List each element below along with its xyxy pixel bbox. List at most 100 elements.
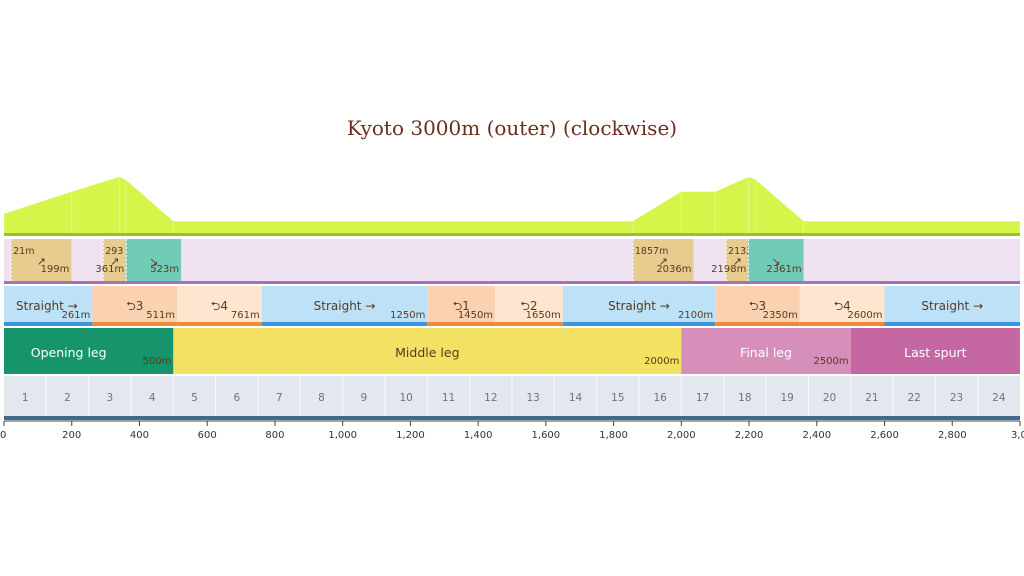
furlong-number: 9 (360, 392, 367, 404)
furlong-number: 8 (318, 392, 325, 404)
straight-label: Straight → (314, 299, 376, 313)
furlong-number: 5 (191, 392, 198, 404)
corner-section (427, 286, 496, 326)
race-phase-label: Middle leg (395, 345, 459, 360)
uphill-arrow-icon: ↗ (37, 255, 46, 268)
slope-end-label: 199m (41, 264, 70, 275)
axis-tick-label: 2,600 (870, 430, 899, 441)
corner-label: ⮌2 (520, 299, 537, 313)
axis-tick-label: 600 (198, 430, 217, 441)
furlong-track: 1 2 3 4 5 6 7 8 9 10 11 12 13 14 15 16 17 18 19 20 21 22 23 24 (4, 376, 1020, 420)
axis-tick-label: 1,000 (328, 430, 357, 441)
furlong-number: 13 (526, 392, 539, 404)
slope-end-label: 523m (150, 264, 179, 275)
distance-axis: 0 200 400 600 800 1,000 1,200 1,400 1,600 1,800 2,… (0, 420, 1024, 441)
axis-tick-label: 1,400 (464, 430, 493, 441)
straight-label: Straight → (608, 299, 670, 313)
corner-label: ⮌4 (834, 299, 851, 313)
race-phase-block (4, 328, 174, 374)
section-end-label: 2600m (847, 310, 882, 321)
axis-tick-label: 2,400 (802, 430, 831, 441)
race-phase-end-label: 2500m (813, 356, 848, 367)
furlong-number: 3 (106, 392, 113, 404)
axis-tick-label: 1,600 (532, 430, 561, 441)
race-phase-track: Opening leg 500m Middle leg 2000m Final leg 2… (4, 328, 1020, 374)
corner-label: ⮌3 (126, 299, 143, 313)
furlong-number: 24 (992, 392, 1006, 404)
section-underline (427, 322, 496, 326)
furlong-number: 16 (653, 392, 667, 404)
axis-tick-label: 800 (265, 430, 284, 441)
straight-section (884, 286, 1020, 326)
section-underline (177, 322, 262, 326)
section-underline (4, 322, 93, 326)
straight-label: Straight → (921, 299, 983, 313)
uphill-segment (632, 239, 694, 281)
corner-section (177, 286, 262, 326)
uphill-segment (103, 239, 127, 281)
furlong-number: 18 (738, 392, 751, 404)
uphill-segment (11, 239, 72, 281)
elevation-area (4, 177, 1020, 236)
slope-track: ↗21m199m↗293361m↘523m↗1857m2036m↗2132219… (4, 239, 1020, 284)
downhill-arrow-icon: ↘ (149, 255, 158, 268)
uphill-segment (726, 239, 749, 281)
straight-section (562, 286, 716, 326)
race-phase-label: Opening leg (31, 345, 107, 360)
uphill-arrow-icon: ↗ (110, 255, 119, 268)
chart-title: Kyoto 3000m (outer) (clockwise) (346, 116, 678, 140)
slope-end-label: 2361m (766, 264, 801, 275)
slope-baseline (4, 281, 1020, 284)
race-phase-end-label: 2000m (644, 356, 679, 367)
axis-tick-label: 2,000 (667, 430, 696, 441)
section-end-label: 761m (231, 310, 260, 321)
furlong-number: 10 (399, 392, 412, 404)
slope-start-label: 1857m (635, 246, 668, 257)
axis-tick-label: 400 (130, 430, 149, 441)
race-phase-label: Final leg (740, 345, 792, 360)
straight-section (4, 286, 93, 326)
furlong-number: 2 (64, 392, 71, 404)
furlong-number: 22 (907, 392, 920, 404)
elevation-track (4, 176, 1020, 236)
furlong-number: 6 (233, 392, 240, 404)
axis-tick-label: 2,200 (735, 430, 764, 441)
corner-section (799, 286, 885, 326)
section-underline (884, 322, 1020, 326)
section-underline (715, 322, 800, 326)
section-underline (495, 322, 563, 326)
furlong-number: 7 (276, 392, 283, 404)
corner-section (92, 286, 178, 326)
corner-section (715, 286, 800, 326)
uphill-arrow-icon: ↗ (659, 255, 668, 268)
section-underline (261, 322, 428, 326)
corner-label: ⮌3 (749, 299, 766, 313)
straight-label: Straight → (16, 299, 78, 313)
section-underline (562, 322, 716, 326)
furlong-number: 14 (569, 392, 583, 404)
furlong-baseline (4, 416, 1020, 420)
slope-start-label: 2132 (728, 246, 752, 257)
straight-section (261, 286, 428, 326)
slope-end-label: 2198m (711, 264, 746, 275)
section-end-label: 261m (62, 310, 91, 321)
furlong-number: 11 (442, 392, 455, 404)
furlong-number: 23 (950, 392, 963, 404)
race-phase-block (681, 328, 851, 374)
axis-tick-label: 2,800 (938, 430, 967, 441)
section-underline (92, 322, 178, 326)
section-end-label: 1250m (390, 310, 425, 321)
corner-label: ⮌1 (453, 299, 470, 313)
race-phase-block (173, 328, 682, 374)
furlong-number: 20 (823, 392, 836, 404)
slope-start-label: 293 (105, 246, 123, 257)
slope-end-label: 361m (95, 264, 124, 275)
furlong-number: 1 (22, 392, 29, 404)
downhill-segment (748, 239, 804, 281)
slope-start-label: 21m (13, 246, 34, 257)
axis-tick-label: 1,200 (396, 430, 425, 441)
axis-tick-label: 200 (62, 430, 81, 441)
corner-label: ⮌4 (211, 299, 228, 313)
